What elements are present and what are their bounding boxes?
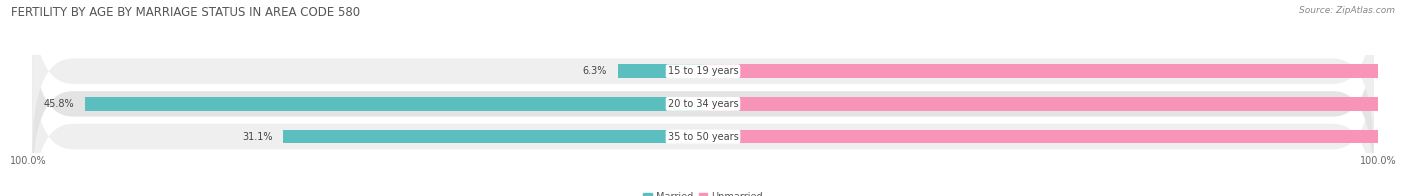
Text: 6.3%: 6.3% xyxy=(583,66,607,76)
Bar xyxy=(703,130,1406,143)
Text: FERTILITY BY AGE BY MARRIAGE STATUS IN AREA CODE 580: FERTILITY BY AGE BY MARRIAGE STATUS IN A… xyxy=(11,6,360,19)
Text: 45.8%: 45.8% xyxy=(44,99,75,109)
Text: 20 to 34 years: 20 to 34 years xyxy=(668,99,738,109)
Text: 35 to 50 years: 35 to 50 years xyxy=(668,132,738,142)
Text: 31.1%: 31.1% xyxy=(242,132,273,142)
Bar xyxy=(703,64,1406,78)
FancyBboxPatch shape xyxy=(32,0,1374,156)
Bar xyxy=(703,97,1406,111)
FancyBboxPatch shape xyxy=(32,51,1374,196)
FancyBboxPatch shape xyxy=(32,19,1374,189)
Bar xyxy=(84,97,703,111)
Bar xyxy=(619,64,703,78)
Text: Source: ZipAtlas.com: Source: ZipAtlas.com xyxy=(1299,6,1395,15)
Bar xyxy=(283,130,703,143)
Text: 54.2%: 54.2% xyxy=(1393,99,1406,109)
Text: 15 to 19 years: 15 to 19 years xyxy=(668,66,738,76)
Legend: Married, Unmarried: Married, Unmarried xyxy=(643,192,763,196)
